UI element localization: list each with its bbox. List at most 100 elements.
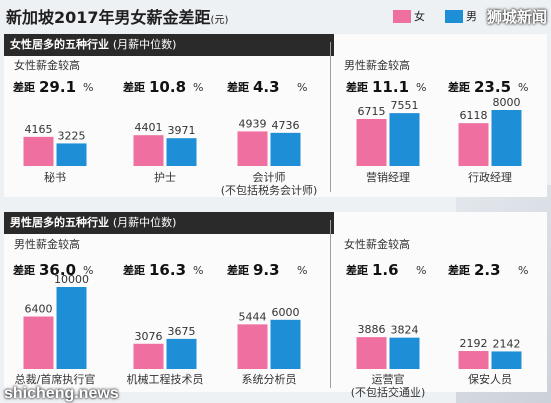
bar-value-female: 6715 xyxy=(358,105,386,118)
gap-value: 23.5 xyxy=(474,78,511,96)
gap-label: 差距 xyxy=(123,80,145,94)
bar-value-female: 6400 xyxy=(25,303,53,316)
bar-value-male: 6000 xyxy=(272,306,300,319)
bar-male xyxy=(56,143,87,166)
bar-value-male: 3971 xyxy=(168,124,196,137)
bar-male xyxy=(166,138,197,166)
bar-value-male: 2142 xyxy=(493,337,521,350)
gap-value: 29.1 xyxy=(39,78,76,96)
category-label: 运营官 xyxy=(372,372,405,386)
group-label: 男性薪金较高 xyxy=(344,58,410,72)
bar-female xyxy=(356,337,387,369)
group-label: 女性薪金较高 xyxy=(14,58,80,72)
gap-percent-sign: % xyxy=(416,264,426,277)
group-label: 女性薪金较高 xyxy=(344,237,410,251)
panel-female-majority: 女性居多的五种行业 (月薪中位数) xyxy=(4,34,547,197)
category-label: 秘书 xyxy=(44,170,66,184)
bar-value-female: 4401 xyxy=(135,121,163,134)
gap-percent-sign: % xyxy=(83,264,93,277)
gap-label: 差距 xyxy=(13,263,35,277)
bar-male xyxy=(491,110,522,166)
bar-value-female: 6118 xyxy=(460,109,488,122)
bar-female xyxy=(23,316,54,369)
bar-value-female: 2192 xyxy=(460,337,488,350)
legend-female: 女 xyxy=(393,8,425,24)
bar-value-female: 5444 xyxy=(239,310,267,323)
gap-value: 1.6 xyxy=(372,261,399,279)
gap-value: 4.3 xyxy=(253,78,280,96)
gap-percent-sign: % xyxy=(83,81,93,94)
gap-value: 9.3 xyxy=(253,261,280,279)
panel-header-text: 女性居多的五种行业 xyxy=(10,38,109,51)
category-label: 保安人员 xyxy=(468,372,512,386)
gap-percent-sign: % xyxy=(416,81,426,94)
legend-male: 男 xyxy=(445,8,477,24)
gap-label: 差距 xyxy=(123,263,145,277)
bar-male xyxy=(389,337,420,369)
bar-male xyxy=(389,113,420,166)
gap-value: 10.8 xyxy=(149,78,186,96)
panel-header-female-majority: 女性居多的五种行业 (月薪中位数) xyxy=(4,34,334,56)
bar-value-male: 8000 xyxy=(493,96,521,109)
bar-female xyxy=(23,136,54,166)
legend-female-swatch xyxy=(393,9,411,23)
category-label: 营销经理 xyxy=(366,170,410,184)
bar-value-male: 7551 xyxy=(391,99,419,112)
bar-female xyxy=(133,343,164,369)
panel-header-note: (月薪中位数) xyxy=(112,216,177,229)
legend-male-label: 男 xyxy=(466,10,477,23)
gap-label: 差距 xyxy=(227,80,249,94)
bar-value-male: 3675 xyxy=(168,325,196,338)
category-label: 会计师 xyxy=(253,171,286,184)
bar-male xyxy=(491,351,522,369)
bar-value-male: 4736 xyxy=(272,119,300,132)
group-divider xyxy=(330,220,331,388)
category-note: (不包括交通业) xyxy=(351,385,426,399)
gap-value: 16.3 xyxy=(149,261,186,279)
bar-male xyxy=(56,287,87,369)
chart-title-unit: (元) xyxy=(210,15,229,26)
legend-female-label: 女 xyxy=(414,10,425,23)
panel-header-note: (月薪中位数) xyxy=(112,38,177,51)
gap-percent-sign: % xyxy=(518,264,528,277)
bar-value-female: 3886 xyxy=(358,323,386,336)
chart-title-text: 新加坡2017年男女薪金差距 xyxy=(6,8,211,27)
category-label: 机械工程技术员 xyxy=(127,372,204,386)
bar-value-male: 3824 xyxy=(391,324,419,337)
category-note: (不包括税务会计师) xyxy=(221,183,318,197)
bar-female xyxy=(458,351,489,369)
gap-percent-sign: % xyxy=(193,81,203,94)
category-label: 护士 xyxy=(154,170,176,184)
category-label: 总裁/首席执行官 xyxy=(15,372,96,386)
bar-value-female: 4165 xyxy=(25,123,53,136)
panel-header-text: 男性居多的五种行业 xyxy=(10,216,109,229)
gap-value: 2.3 xyxy=(474,261,501,279)
gap-percent-sign: % xyxy=(297,81,307,94)
bar-value-female: 3076 xyxy=(135,330,163,343)
panel-male-majority: 男性居多的五种行业 (月薪中位数) xyxy=(4,212,547,392)
group-label: 男性薪金较高 xyxy=(14,237,80,251)
watermark-top-right: 狮城新闻 xyxy=(486,8,547,26)
gap-label: 差距 xyxy=(346,80,368,94)
category-label: 系统分析员 xyxy=(242,372,297,386)
bar-value-male: 10000 xyxy=(54,273,89,286)
bar-female xyxy=(237,131,268,166)
gap-value: 11.1 xyxy=(372,78,409,96)
bar-male xyxy=(270,132,301,166)
gap-percent-sign: % xyxy=(297,264,307,277)
gap-percent-sign: % xyxy=(193,264,203,277)
gap-label: 差距 xyxy=(227,263,249,277)
gap-label: 差距 xyxy=(448,263,470,277)
bar-value-female: 4939 xyxy=(239,117,267,130)
gap-label: 差距 xyxy=(13,80,35,94)
panel-header-male-majority: 男性居多的五种行业 (月薪中位数) xyxy=(4,212,334,234)
bar-female xyxy=(237,324,268,369)
bar-female xyxy=(356,118,387,166)
bar-female xyxy=(133,135,164,166)
bar-female xyxy=(458,123,489,166)
gap-percent-sign: % xyxy=(518,81,528,94)
gap-value: 36.0 xyxy=(39,261,76,279)
bar-male xyxy=(270,319,301,369)
chart-title: 新加坡2017年男女薪金差距(元) xyxy=(6,4,228,28)
